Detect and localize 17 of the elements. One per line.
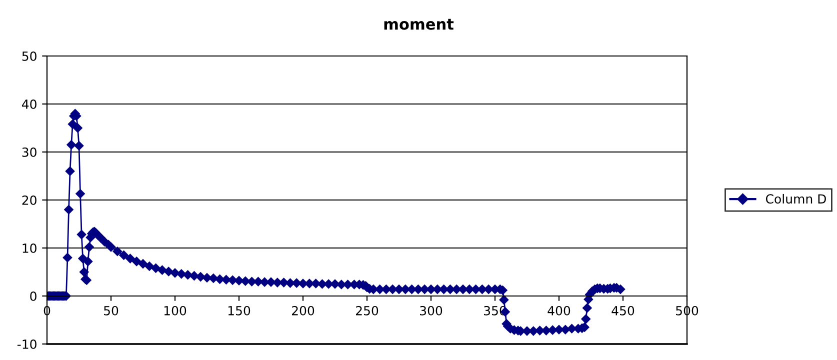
- chart-title: moment: [384, 18, 454, 30]
- x-tick-label: 300: [420, 306, 442, 316]
- x-tick-label: 100: [164, 306, 186, 316]
- x-tick-label: 150: [228, 306, 250, 316]
- y-tick-label: 30: [22, 147, 36, 157]
- x-tick-label: 50: [104, 306, 118, 316]
- y-tick-label: 50: [22, 51, 36, 61]
- legend-label: Column D: [766, 194, 826, 204]
- x-tick-label: 400: [548, 306, 570, 316]
- x-tick-label: 250: [356, 306, 378, 316]
- y-tick-label: 20: [22, 195, 36, 205]
- y-tick-label: 10: [22, 243, 36, 253]
- x-tick-label: 450: [612, 306, 634, 316]
- x-tick-label: 200: [292, 306, 314, 316]
- y-tick-label: 0: [30, 291, 36, 301]
- y-tick-label: 40: [22, 99, 36, 109]
- y-tick-label: -10: [17, 339, 36, 349]
